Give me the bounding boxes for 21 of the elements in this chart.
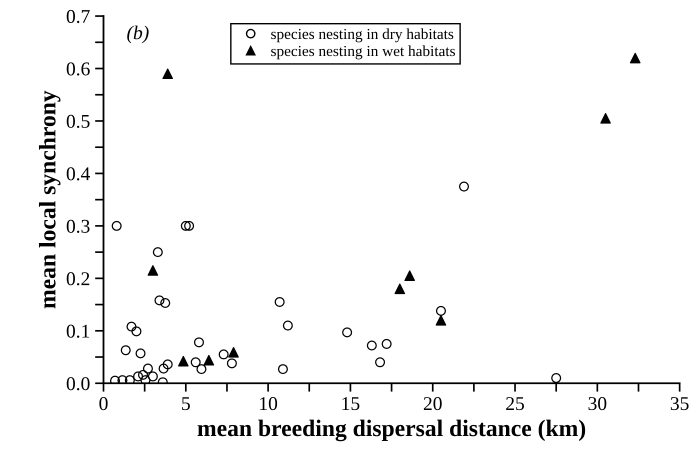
y-tick-label: 0.7 bbox=[66, 10, 90, 24]
x-tick-label: 5 bbox=[182, 397, 190, 410]
x-tick-label: 15 bbox=[342, 397, 360, 410]
x-tick-label: 35 bbox=[670, 397, 689, 410]
y-tick-label: 0.3 bbox=[66, 220, 90, 233]
annotation: (b) bbox=[127, 26, 149, 44]
x-tick-label: 30 bbox=[588, 397, 606, 410]
y-tick-label: 0.2 bbox=[66, 272, 90, 286]
legend-label: species nesting in dry habitats bbox=[271, 28, 454, 42]
y-tick-label: 0.0 bbox=[66, 377, 90, 390]
y-tick-label: 0.1 bbox=[66, 324, 90, 338]
y-axis-title: mean local synchrony bbox=[38, 90, 60, 308]
x-tick-label: 0 bbox=[99, 397, 108, 410]
y-tick-label: 0.5 bbox=[66, 114, 90, 128]
x-axis-title: mean breeding dispersal distance (km) bbox=[198, 420, 586, 442]
x-tick-label: 10 bbox=[260, 397, 278, 410]
y-tick-label: 0.6 bbox=[66, 62, 90, 76]
x-tick-label: 25 bbox=[506, 397, 524, 410]
x-tick-label: 20 bbox=[424, 397, 442, 410]
legend-label: species nesting in wet habitats bbox=[271, 45, 455, 60]
y-tick-label: 0.4 bbox=[66, 167, 90, 180]
